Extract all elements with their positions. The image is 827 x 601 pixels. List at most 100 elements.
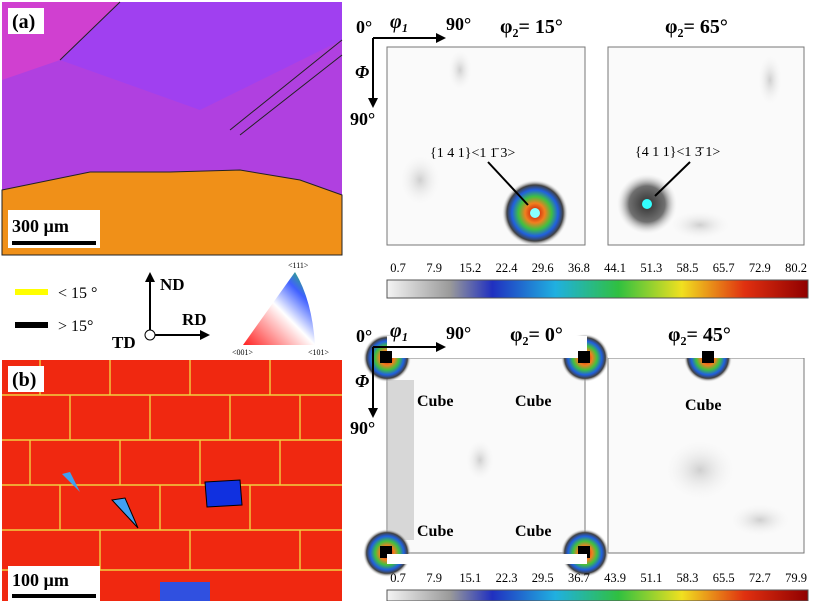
- panel-label: (a): [12, 11, 35, 33]
- axis-label: Φ: [355, 371, 369, 391]
- grain: [204, 479, 243, 508]
- arrow-head: [436, 342, 446, 352]
- colorbar-tick-label: 65.7: [713, 261, 735, 275]
- label-box: [8, 8, 44, 34]
- colorbar-tick-label: 22.4: [496, 261, 519, 275]
- axis-label: 90°: [446, 323, 471, 343]
- grain: [110, 497, 139, 529]
- colorbar-tick-label: 7.9: [426, 571, 442, 585]
- axis-label: ND: [160, 275, 185, 294]
- colorbar: [386, 589, 809, 601]
- boundary: [59, 1, 343, 136]
- colorbar-tick-label: 15.2: [459, 261, 481, 275]
- colorbar-tick-label: 0.7: [390, 571, 406, 585]
- scale-label: 100 µm: [12, 570, 69, 590]
- arrow-head: [436, 33, 446, 43]
- colorbar-tick-label: 44.1: [604, 261, 626, 275]
- odf-bottom: Cube Cube Cube Cube Cube 0° φ₁ 90° Φ 90°…: [350, 320, 809, 601]
- axis-label: 90°: [446, 14, 471, 34]
- annotation: Cube: [417, 393, 453, 410]
- colorbar-tick-label: 15.1: [459, 571, 481, 585]
- ipf-key: [243, 272, 315, 345]
- axis-label: TD: [112, 333, 136, 352]
- pointer: [487, 161, 529, 206]
- ideal-orientation: [530, 208, 540, 218]
- colorbar-tick-label: 0.7: [390, 261, 406, 275]
- sample-axes: ND RD TD: [112, 272, 210, 352]
- annotation: Cube: [515, 393, 551, 410]
- ebsd-map-b: (b) 100 µm: [2, 360, 342, 601]
- ideal-orientation: [642, 199, 652, 209]
- grain: [160, 582, 210, 601]
- scale-label: 300 µm: [12, 216, 69, 236]
- colorbar-tick-label: 58.5: [677, 261, 699, 275]
- colorbar-tick-label: 36.8: [568, 261, 590, 275]
- axis-label: 0°: [356, 17, 372, 37]
- colorbar-tick-label: 43.9: [604, 571, 626, 585]
- axis-label: 90°: [350, 418, 375, 438]
- ipf-label: <111>: [288, 261, 309, 270]
- annotation: Cube: [685, 397, 721, 414]
- axis-label: φ₁: [390, 11, 409, 33]
- legend-label: > 15°: [58, 318, 93, 335]
- section-title: φ₂= 45°: [668, 324, 731, 346]
- ebsd-map-a: (a) 300 µm: [1, 1, 343, 256]
- annotation: {1 4 1}<1 1̄ 3>: [430, 146, 515, 161]
- axis-label: RD: [182, 310, 207, 329]
- grain: [60, 2, 342, 110]
- axis-label: φ₁: [390, 320, 409, 342]
- mask: [608, 336, 808, 358]
- grain: [62, 472, 80, 492]
- section-title: φ₂= 15°: [500, 16, 563, 38]
- contour: [400, 155, 440, 205]
- colorbar-tick-label: 36.7: [568, 571, 590, 585]
- contour: [670, 211, 730, 239]
- colorbar-tick-label: 65.5: [713, 571, 735, 585]
- arrow-head: [368, 408, 378, 418]
- pointer: [654, 161, 691, 197]
- colorbar-tick-label: 29.5: [532, 571, 554, 585]
- colorbar-tick-label: 51.1: [640, 571, 662, 585]
- ipf-label: <101>: [308, 348, 330, 357]
- odf-top: {1 4 1}<1 1̄ 3> {4 1 1}<1 3̄ 1> 0° φ₁ 90…: [350, 11, 809, 299]
- mask: [387, 554, 587, 564]
- contour: [730, 504, 790, 536]
- section-title: φ₂= 0°: [510, 324, 563, 346]
- panel-label: (b): [12, 369, 36, 391]
- colorbar-tick-label: 22.3: [496, 571, 518, 585]
- annotation: {4 1 1}<1 3̄ 1>: [635, 145, 720, 160]
- contour: [388, 380, 414, 540]
- grain: [2, 360, 342, 601]
- ideal-orientation: [578, 351, 590, 358]
- contour: [448, 50, 472, 90]
- contour: [758, 55, 782, 105]
- annotation: Cube: [515, 523, 551, 540]
- contour: [665, 440, 735, 500]
- label-box: [8, 366, 44, 392]
- axis-label: Φ: [355, 62, 369, 82]
- colorbar-tick-label: 29.6: [532, 261, 554, 275]
- contour: [466, 440, 494, 480]
- ideal-orientation: [380, 351, 392, 358]
- colorbar-tick-label: 58.3: [677, 571, 699, 585]
- colorbar-ticks: 0.7 7.9 15.1 22.3 29.5 36.7 43.9 51.1 58.3 65.5 72…: [390, 571, 807, 585]
- annotation: Cube: [417, 523, 453, 540]
- colorbar-tick-label: 72.9: [749, 261, 771, 275]
- colorbar: [386, 279, 809, 299]
- legend-label: < 15 °: [58, 285, 97, 302]
- ideal-orientation: [702, 351, 714, 358]
- colorbar-ticks: 0.7 7.9 15.2 22.4 29.6 36.8 44.1 51.3 58.5 65.7 72…: [390, 261, 807, 275]
- axis-label: 90°: [350, 109, 375, 129]
- mask: [387, 336, 587, 358]
- colorbar-tick-label: 80.2: [785, 261, 807, 275]
- out-of-plane: [144, 329, 156, 341]
- colorbar-tick-label: 51.3: [640, 261, 662, 275]
- arrow-head: [368, 98, 378, 108]
- colorbar-tick-label: 7.9: [426, 261, 442, 275]
- section-title: φ₂= 65°: [665, 16, 728, 38]
- arrow-head: [200, 330, 210, 340]
- colorbar-tick-label: 79.9: [785, 571, 807, 585]
